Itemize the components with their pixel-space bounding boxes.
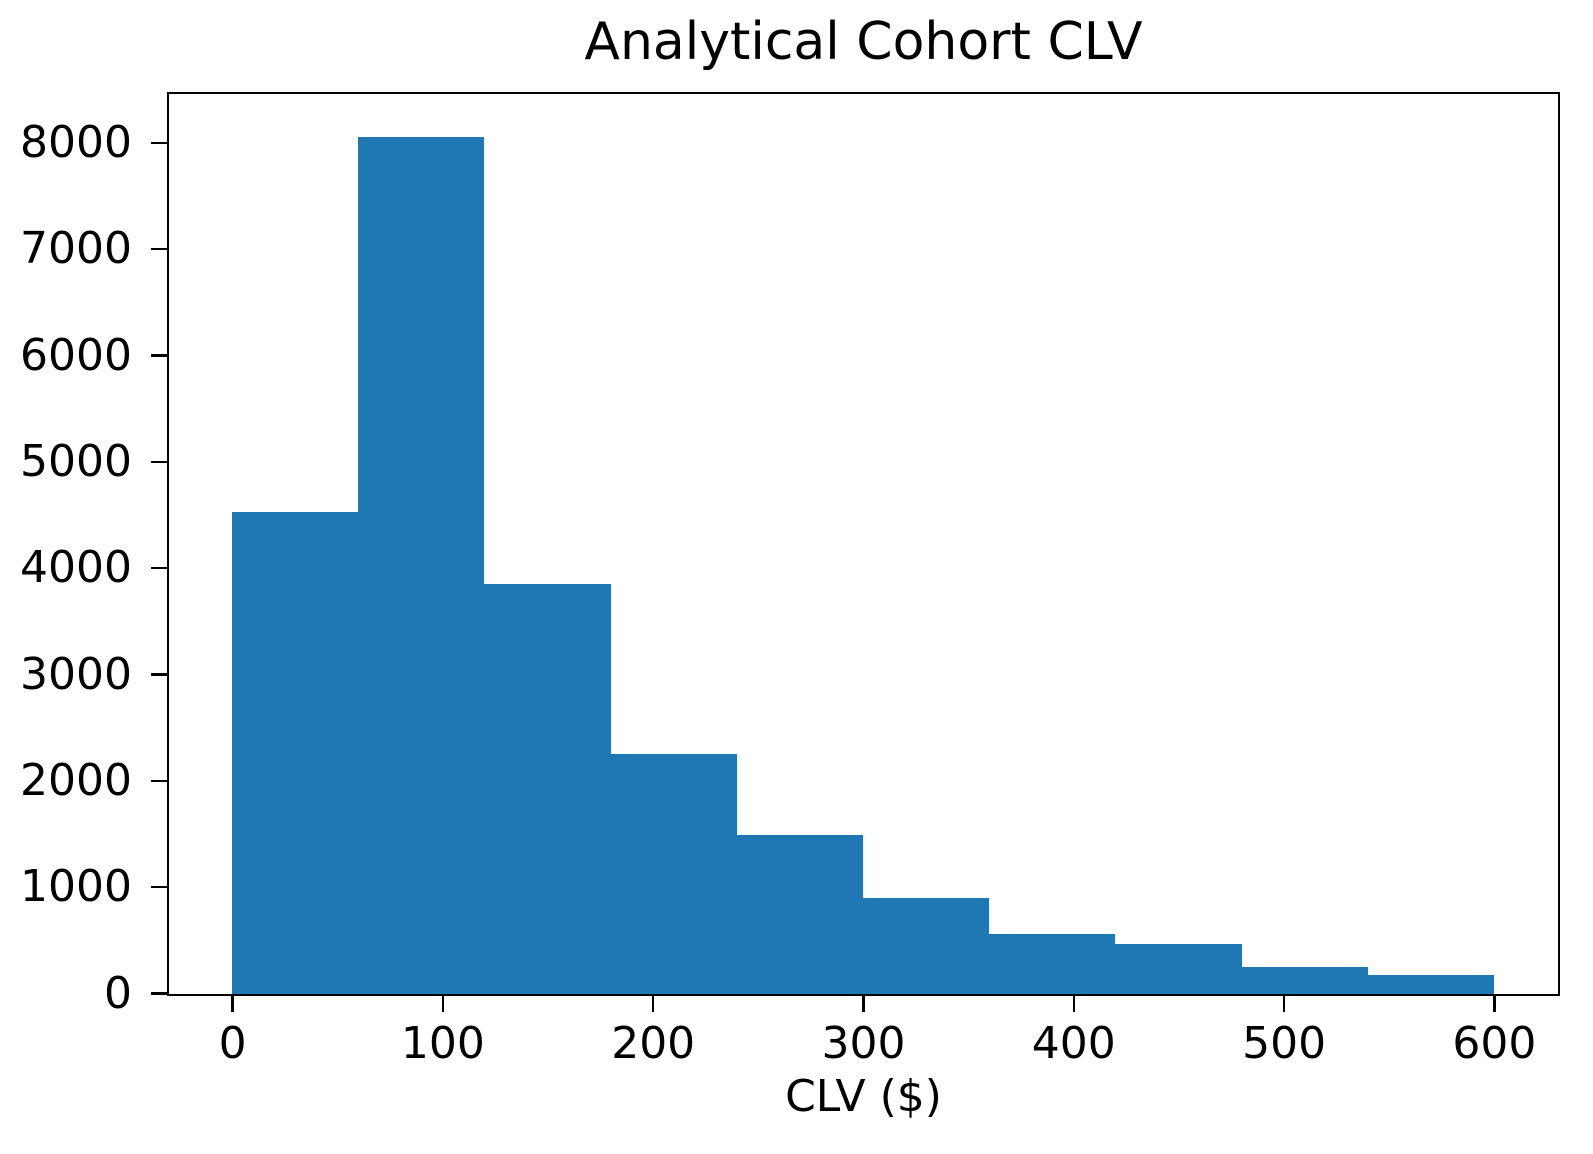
x-tick-mark	[1282, 996, 1286, 1012]
y-tick-label: 4000	[20, 542, 132, 594]
histogram-bar-180-240	[610, 753, 737, 994]
x-tick-mark	[1493, 996, 1496, 1012]
histogram-bar-120-180	[484, 583, 611, 994]
y-tick-mark	[151, 673, 167, 676]
y-tick-label: 0	[104, 967, 132, 1019]
x-tick-label: 0	[218, 1018, 247, 1069]
y-tick-label: 5000	[20, 435, 132, 487]
x-tick-label: 600	[1452, 1018, 1537, 1069]
y-tick-label: 6000	[20, 329, 132, 381]
histogram-bar-360-420	[989, 934, 1116, 994]
x-tick-mark	[231, 996, 234, 1012]
x-tick-mark	[862, 996, 865, 1012]
y-tick-mark	[151, 779, 167, 783]
histogram-bar-60-120	[358, 137, 485, 994]
histogram-bar-420-480	[1115, 944, 1242, 994]
x-axis-label: CLV ($)	[785, 1071, 942, 1122]
histogram-bar-480-540	[1241, 967, 1368, 994]
y-tick-mark	[151, 354, 167, 357]
y-tick-mark	[151, 992, 167, 995]
x-tick-label: 200	[611, 1018, 696, 1069]
y-tick-label: 1000	[20, 861, 132, 913]
chart-title: Analytical Cohort CLV	[584, 12, 1143, 72]
x-tick-mark	[1072, 996, 1076, 1012]
y-tick-mark	[151, 460, 167, 464]
y-tick-label: 8000	[20, 116, 132, 168]
y-tick-mark	[151, 566, 167, 570]
y-tick-mark	[151, 247, 167, 251]
y-tick-mark	[151, 141, 167, 145]
x-tick-label: 500	[1242, 1018, 1327, 1069]
x-tick-label: 400	[1031, 1018, 1116, 1069]
histogram-bar-300-360	[863, 898, 990, 994]
x-tick-mark	[441, 996, 445, 1012]
x-tick-label: 300	[821, 1018, 906, 1069]
histogram-bar-0-60	[232, 512, 359, 994]
y-tick-label: 7000	[20, 223, 132, 275]
y-tick-label: 3000	[20, 648, 132, 700]
x-tick-label: 100	[400, 1018, 485, 1069]
plot-area	[167, 92, 1560, 996]
x-tick-mark	[651, 996, 655, 1012]
y-tick-mark	[151, 885, 167, 889]
histogram-bar-240-300	[736, 834, 863, 994]
y-tick-label: 2000	[20, 754, 132, 806]
histogram-bar-540-600	[1367, 974, 1494, 994]
